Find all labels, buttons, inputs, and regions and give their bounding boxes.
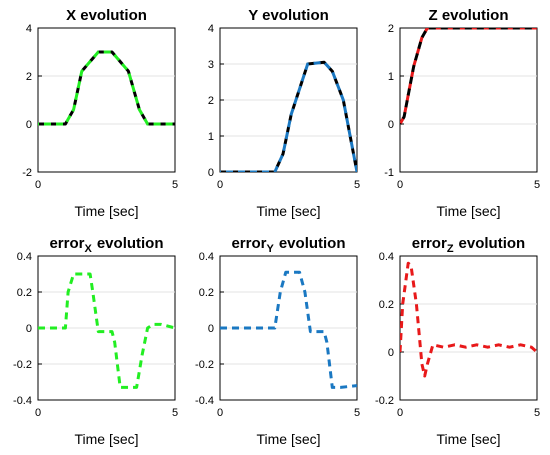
series-line-1 — [400, 261, 537, 378]
y-tick-label: 4 — [208, 23, 214, 35]
x-axis-label: Time [sec] — [436, 203, 500, 219]
y-tick-label: 0.2 — [17, 287, 32, 299]
chart-title: errorX evolution — [49, 235, 163, 255]
chart-title-suffix: evolution — [459, 235, 526, 252]
chart-title: Y evolution — [248, 7, 329, 24]
x-tick-label: 5 — [354, 179, 360, 191]
y-tick-label: 0.2 — [199, 287, 214, 299]
y-tick-label: 0 — [208, 323, 214, 335]
y-tick-label: 0 — [26, 119, 32, 131]
x-tick-label: 0 — [397, 407, 403, 419]
plot-frame — [37, 27, 176, 173]
chart-title-main: error — [49, 235, 84, 252]
series-line-2 — [400, 28, 537, 125]
y-tick-label: -0.4 — [195, 395, 214, 407]
y-tick-label: -0.2 — [13, 359, 32, 371]
plot-frame — [399, 27, 538, 173]
y-tick-label: 2 — [26, 71, 32, 83]
series-line-1 — [220, 60, 357, 172]
y-tick-label: -1 — [384, 167, 394, 179]
x-axis-label: Time [sec] — [74, 203, 138, 219]
chart-title-subscript: Z — [447, 243, 454, 255]
series-line-1 — [400, 28, 537, 125]
x-axis-label: Time [sec] — [256, 431, 320, 447]
y-tick-label: 0 — [388, 347, 394, 359]
y-tick-label: 1 — [208, 131, 214, 143]
series-line-1 — [220, 270, 357, 389]
x-axis-label: Time [sec] — [436, 431, 500, 447]
x-tick-label: 0 — [397, 179, 403, 191]
chart-title-subscript: Y — [267, 243, 275, 255]
y-tick-label: -0.2 — [195, 359, 214, 371]
chart-title-main: error — [412, 235, 447, 252]
x-axis-label: Time [sec] — [74, 431, 138, 447]
x-tick-label: 0 — [217, 179, 223, 191]
y-tick-label: 3 — [208, 59, 214, 71]
y-tick-label: 0.4 — [379, 251, 394, 263]
y-tick-label: 4 — [26, 23, 32, 35]
y-tick-label: -0.2 — [375, 395, 394, 407]
y-tick-label: -2 — [22, 167, 32, 179]
chart-title-suffix: evolution — [279, 235, 346, 252]
chart-title: Z evolution — [429, 7, 509, 24]
x-tick-label: 0 — [35, 407, 41, 419]
series-line-1 — [38, 50, 175, 126]
x-tick-label: 5 — [534, 407, 540, 419]
chart-title-suffix: evolution — [97, 235, 164, 252]
chart-title-subscript: X — [85, 243, 93, 255]
y-tick-label: 1 — [388, 71, 394, 83]
chart-title-main: error — [231, 235, 266, 252]
x-axis-label: Time [sec] — [256, 203, 320, 219]
x-tick-label: 5 — [172, 407, 178, 419]
plot-frame — [399, 255, 538, 401]
chart-title: errorZ evolution — [412, 235, 525, 255]
y-tick-label: 0 — [208, 167, 214, 179]
x-tick-label: 5 — [534, 179, 540, 191]
chart-panel-2: 4 3 2 1 00 5 Y evolution Time [sec] — [208, 7, 360, 219]
series-line-1 — [38, 272, 175, 389]
x-tick-label: 5 — [172, 179, 178, 191]
x-tick-label: 0 — [35, 179, 41, 191]
x-tick-label: 5 — [354, 407, 360, 419]
y-tick-label: -0.4 — [13, 395, 32, 407]
series-line-2 — [38, 50, 175, 126]
y-tick-label: 0.4 — [17, 251, 32, 263]
y-tick-label: 0.4 — [199, 251, 214, 263]
y-tick-label: 0 — [388, 119, 394, 131]
y-tick-label: 2 — [388, 23, 394, 35]
y-tick-label: 0.2 — [379, 299, 394, 311]
chart-title: X evolution — [66, 7, 147, 24]
y-tick-label: 0 — [26, 323, 32, 335]
series-line-2 — [220, 60, 357, 172]
x-tick-label: 0 — [217, 407, 223, 419]
y-tick-label: 2 — [208, 95, 214, 107]
chart-title: errorY evolution — [231, 235, 345, 255]
